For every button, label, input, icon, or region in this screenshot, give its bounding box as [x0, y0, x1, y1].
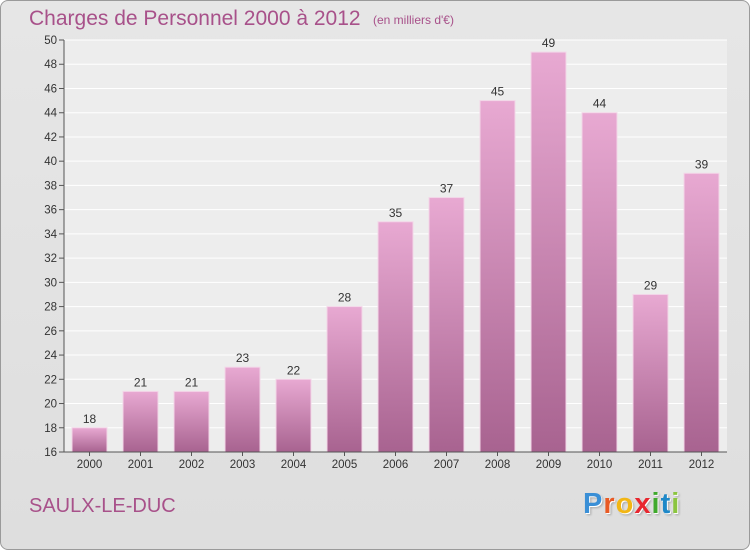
labels: 16 18 20 22 24 26 28 30 32 34 36 38 40 42 44 46 48 50 18 20… — [44, 35, 714, 471]
x-tick-label-2007: 2007 — [434, 459, 460, 471]
commune-name: SAULX-LE-DUC — [29, 495, 176, 517]
y-tick-label: 20 — [44, 399, 57, 411]
data-label-2001: 21 — [134, 375, 148, 389]
bar-2000 — [71, 427, 108, 453]
bar-2006 — [377, 221, 414, 453]
y-tick-label: 34 — [44, 229, 57, 241]
x-tick-label-2001: 2001 — [128, 459, 154, 471]
y-tick-label: 16 — [44, 447, 57, 459]
axes — [59, 39, 727, 456]
logo-letter: x — [634, 488, 652, 520]
bar-2005 — [326, 306, 363, 453]
bar-2003 — [224, 366, 261, 453]
y-tick-label: 46 — [44, 83, 57, 95]
bar-2001 — [122, 390, 159, 453]
data-label-2012: 39 — [695, 157, 709, 171]
y-tick-label: 36 — [44, 205, 57, 217]
data-label-2002: 21 — [185, 375, 199, 389]
data-label-2006: 35 — [389, 206, 403, 220]
y-tick-label: 44 — [44, 108, 57, 120]
logo-letter: P — [583, 488, 604, 520]
x-tick-label-2006: 2006 — [383, 459, 409, 471]
logo-letter: i — [651, 488, 661, 520]
x-tick-label-2005: 2005 — [332, 459, 358, 471]
x-tick-label-2003: 2003 — [230, 459, 256, 471]
bar-2010 — [581, 112, 618, 453]
data-label-2005: 28 — [338, 291, 352, 305]
data-label-2011: 29 — [644, 278, 658, 292]
y-tick-label: 28 — [44, 302, 57, 314]
y-tick-label: 24 — [44, 350, 57, 362]
data-label-2004: 22 — [287, 363, 301, 377]
bars — [71, 51, 720, 453]
y-tick-label: 26 — [44, 326, 57, 338]
logo-letter: t — [660, 488, 672, 520]
y-tick-label: 38 — [44, 180, 57, 192]
y-tick-label: 22 — [44, 374, 57, 386]
data-label-2008: 45 — [491, 85, 505, 99]
proxiti-logo: Proxiti — [583, 488, 680, 521]
bar-2008 — [479, 100, 516, 453]
chart-title: Charges de Personnel 2000 à 2012 — [29, 7, 361, 30]
data-label-2007: 37 — [440, 182, 454, 196]
y-tick-label: 18 — [44, 423, 57, 435]
y-tick-label: 50 — [44, 35, 57, 47]
data-label-2003: 23 — [236, 351, 250, 365]
logo-letter: i — [671, 488, 681, 520]
x-tick-label-2012: 2012 — [689, 459, 715, 471]
x-tick-label-2000: 2000 — [77, 459, 103, 471]
bar-2012 — [683, 172, 720, 453]
bar-2011 — [632, 293, 669, 453]
bar-2009 — [530, 51, 567, 453]
data-label-2009: 49 — [542, 36, 556, 50]
y-tick-label: 48 — [44, 59, 57, 71]
logo-letter: o — [615, 488, 635, 520]
y-tick-label: 30 — [44, 277, 57, 289]
bar-2002 — [173, 390, 210, 453]
bar-2004 — [275, 378, 312, 453]
bar-2007 — [428, 197, 465, 453]
x-tick-label-2011: 2011 — [638, 459, 663, 471]
data-label-2010: 44 — [593, 97, 607, 111]
logo-letter: r — [603, 488, 616, 520]
data-label-2000: 18 — [83, 412, 97, 426]
y-tick-label: 32 — [44, 253, 57, 265]
chart-subtitle: (en milliers d'€) — [373, 13, 454, 27]
x-tick-label-2002: 2002 — [179, 459, 205, 471]
y-tick-label: 40 — [44, 156, 57, 168]
y-tick-label: 42 — [44, 132, 57, 144]
x-tick-label-2004: 2004 — [281, 459, 307, 471]
x-tick-label-2008: 2008 — [485, 459, 511, 471]
x-tick-label-2009: 2009 — [536, 459, 562, 471]
x-tick-label-2010: 2010 — [587, 459, 613, 471]
